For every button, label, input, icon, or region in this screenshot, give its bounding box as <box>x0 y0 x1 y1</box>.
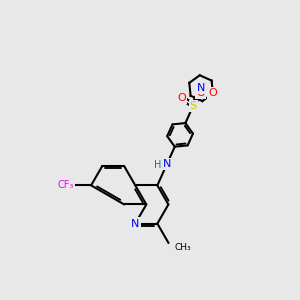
Text: O: O <box>208 88 217 98</box>
Text: N: N <box>197 83 205 93</box>
Text: S: S <box>190 100 197 111</box>
Text: N: N <box>163 159 172 169</box>
Text: O: O <box>196 88 205 98</box>
Text: CH₃: CH₃ <box>174 243 191 252</box>
Text: N: N <box>131 219 140 229</box>
Text: CF₃: CF₃ <box>58 180 74 190</box>
Text: O: O <box>177 93 186 103</box>
Text: H: H <box>154 160 161 170</box>
